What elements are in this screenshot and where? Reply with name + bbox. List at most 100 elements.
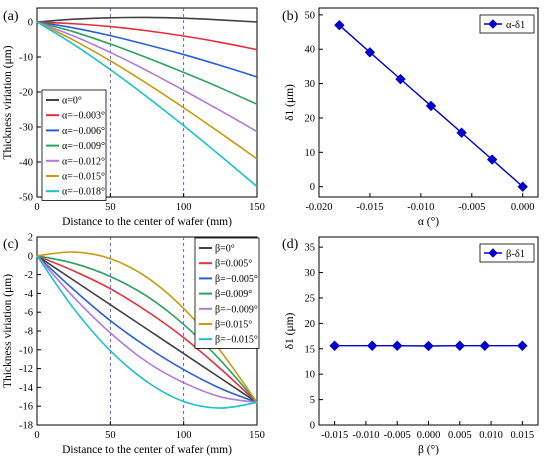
panel-a-legend-entry: α=−0.012° bbox=[62, 156, 105, 167]
panel-b-data-point bbox=[425, 100, 437, 112]
panel-b-ytick-label: 40 bbox=[305, 45, 316, 56]
panel-a-frame bbox=[36, 7, 258, 198]
panel-c-xtick-label: 150 bbox=[249, 430, 265, 441]
panel-c-series-4-line bbox=[36, 255, 258, 404]
panel-a-xtick-label: 50 bbox=[105, 202, 116, 213]
panel-b-xlabel: α (°) bbox=[418, 216, 439, 228]
panel-a-legend-entry: α=−0.018° bbox=[62, 187, 105, 198]
panel-a-series-5-line bbox=[36, 21, 258, 160]
panel-b-data-point bbox=[395, 73, 406, 85]
panel-c-series-1-line bbox=[36, 255, 258, 404]
panel-c-xlabel: Distance to the center of wafer (mm) bbox=[62, 444, 232, 456]
panel-a-xlabel: Distance to the center of wafer (mm) bbox=[62, 216, 232, 228]
panel-b-legend-marker bbox=[488, 19, 498, 29]
panel-d-data-point bbox=[329, 340, 340, 351]
panel-d-label: (d) bbox=[282, 237, 299, 252]
panel-a-series-0-line bbox=[36, 16, 258, 23]
panel-b-xtick-label: -0.010 bbox=[407, 202, 434, 213]
panel-c-xtick-label: 0 bbox=[34, 430, 39, 441]
panel-b-ytick-label: 10 bbox=[305, 148, 316, 159]
panel-d-xtick-label: 0.010 bbox=[479, 430, 503, 441]
panel-d-legend: β-δ1 bbox=[479, 243, 535, 263]
panel-d-ytick-label: 20 bbox=[305, 319, 316, 330]
panel-b-data-point bbox=[364, 47, 376, 58]
panel-b-frame bbox=[318, 7, 539, 198]
panel-a-series-6-line bbox=[36, 21, 258, 188]
panel-c-ytick-label: 2 bbox=[28, 233, 33, 244]
panel-c-ytick-label: 0 bbox=[28, 251, 33, 262]
panel-c-ytick-label: -18 bbox=[19, 421, 33, 432]
panel-c-ytick-label: -4 bbox=[24, 289, 33, 300]
panel-c-legend: β=0° β=0.005° β=−0.005° β=0.009° β=−0.009° β=… bbox=[194, 237, 260, 349]
panel-d-xtick-label: 0.015 bbox=[511, 430, 535, 441]
panel-c-series-2-line bbox=[36, 255, 258, 404]
panel-d-xtick-label: -0.010 bbox=[352, 430, 379, 441]
panel-a-label: (a) bbox=[3, 9, 19, 24]
panel-d-legend-marker bbox=[488, 248, 498, 258]
panel-a-series-3-line bbox=[36, 21, 258, 105]
panel-a-legend-entry: α=−0.009° bbox=[62, 141, 105, 152]
panel-b-ytick-label: 50 bbox=[305, 10, 316, 21]
panel-c-legend-entry: β=0.009° bbox=[215, 289, 252, 300]
panel-c-series-6-line bbox=[36, 255, 258, 409]
panel-d-xlabel: β (°) bbox=[418, 444, 439, 456]
panel-b-legend-entry: α-δ1 bbox=[506, 20, 525, 31]
panel-c-series-0-line bbox=[36, 255, 258, 404]
panel-c-ytick-label: -16 bbox=[19, 402, 33, 413]
panel-a-ytick-label: -50 bbox=[19, 193, 33, 204]
panel-b-xtick-label: -0.005 bbox=[458, 202, 485, 213]
panel-d-ytick-label: 25 bbox=[305, 293, 316, 304]
panel-a-ylabel: Thickness viriation (μm) bbox=[2, 45, 14, 159]
panel-b-data-point bbox=[334, 19, 345, 31]
panel-c-legend-entry: β=0° bbox=[215, 244, 235, 255]
panel-b-data-point bbox=[486, 154, 498, 165]
panel-c-legend-entry: β=0.005° bbox=[215, 259, 252, 270]
panel-a-series-1-line bbox=[36, 21, 258, 51]
panel-d-ytick-label: 0 bbox=[310, 421, 315, 432]
panel-d-ytick-label: 30 bbox=[305, 268, 316, 279]
panel-d-ylabel: δ1 (μm) bbox=[284, 312, 296, 349]
panel-b: (b) -0.020 -0.015 -0.010 -0.005 0.000 0 10 20 30 4… bbox=[282, 7, 539, 228]
panel-c-xtick-label: 50 bbox=[105, 430, 116, 441]
panel-c-ylabel: Thickness viriation (μm) bbox=[2, 274, 14, 388]
panel-b-xtick-label: 0.000 bbox=[511, 202, 535, 213]
panel-a-legend: α=0° α=−0.003° α=−0.006° α=−0.009° α=−0.012°… bbox=[41, 89, 107, 201]
panel-a-ytick-label: -40 bbox=[19, 158, 33, 169]
panel-b-legend-box bbox=[479, 14, 535, 34]
panel-a-series-2-line bbox=[36, 21, 258, 78]
panel-d-ytick-label: 35 bbox=[305, 243, 316, 254]
panel-c-legend-entry: β=−0.005° bbox=[215, 274, 258, 285]
panel-a-ytick-label: -10 bbox=[19, 53, 33, 64]
panel-c-ytick-label: -12 bbox=[19, 364, 33, 375]
panel-a-series-4-line bbox=[36, 21, 258, 133]
panel-a-legend-entry: α=−0.003° bbox=[62, 111, 105, 122]
panel-b-label: (b) bbox=[282, 9, 299, 24]
panel-d-ytick-label: 5 bbox=[310, 395, 315, 406]
panel-b-xtick-label: -0.020 bbox=[305, 202, 332, 213]
panel-a-xtick-label: 0 bbox=[34, 202, 39, 213]
panel-c-legend-entry: β=−0.009° bbox=[215, 304, 258, 315]
panel-d-data-point bbox=[454, 340, 465, 351]
panel-c-ytick-label: -2 bbox=[24, 270, 33, 281]
panel-d-xtick-label: 0.005 bbox=[448, 430, 472, 441]
panel-c-ytick-label: -8 bbox=[24, 327, 33, 338]
panel-c-legend-entry: β=0.015° bbox=[215, 320, 252, 331]
panel-d-xtick-label: -0.005 bbox=[384, 430, 411, 441]
panel-d-data-point bbox=[423, 340, 434, 352]
panel-d-data-point bbox=[366, 340, 378, 351]
panel-b-ytick-label: 20 bbox=[305, 113, 316, 124]
panel-b-ytick-label: 0 bbox=[310, 182, 315, 193]
panel-b-ylabel: δ1 (μm) bbox=[284, 84, 296, 121]
panel-d-legend-entry: β-δ1 bbox=[506, 249, 525, 260]
panel-a-xtick-label: 150 bbox=[249, 202, 265, 213]
panel-a-legend-entry: α=−0.015° bbox=[62, 172, 105, 183]
panel-c-ytick-label: -14 bbox=[19, 383, 34, 394]
panel-a: (a) 0 50 100 150 0 -10 -20 -30 -40 -50 Distance to … bbox=[2, 7, 265, 228]
panel-c-xtick-label: 100 bbox=[176, 430, 192, 441]
panel-d-legend-box bbox=[479, 243, 535, 263]
panel-a-legend-entry: α=0° bbox=[62, 96, 82, 107]
panel-a-legend-entry: α=−0.006° bbox=[62, 126, 105, 137]
panel-d-ytick-label: 15 bbox=[305, 344, 316, 355]
panel-c: (c) 0 50 100 150 2 0 -2 -4 -6 -8 -10 -12 -14 -16 -18 Dis… bbox=[2, 233, 265, 457]
